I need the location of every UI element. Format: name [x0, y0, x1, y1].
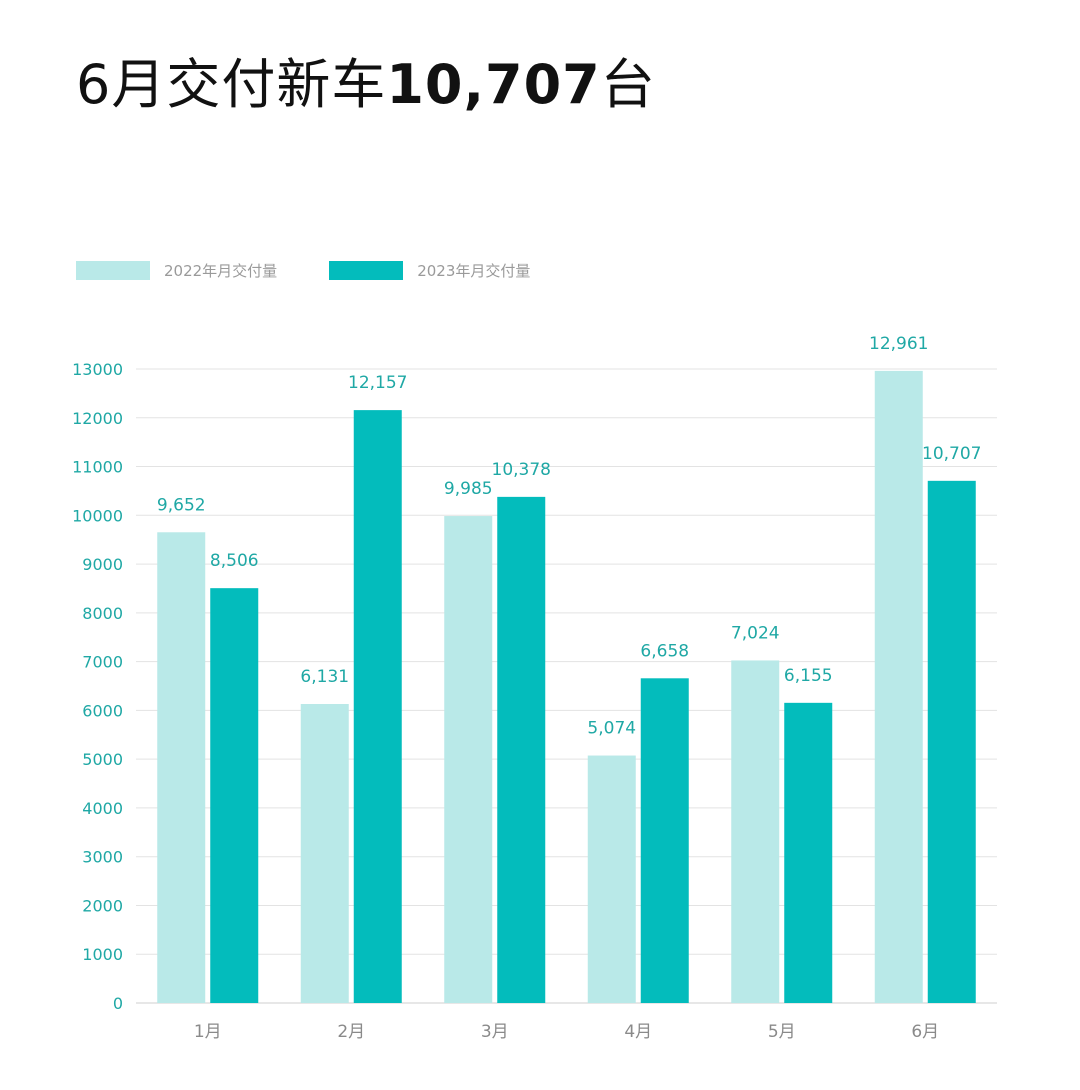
data-label: 7,024 [731, 623, 780, 643]
bar-2023 [353, 410, 402, 1004]
x-tick-label: 6月 [911, 1022, 939, 1042]
data-label: 6,131 [300, 667, 349, 687]
y-tick-label: 13000 [72, 360, 123, 379]
bar-2022 [874, 370, 923, 1004]
x-tick-label: 1月 [194, 1022, 222, 1042]
bar-2023 [497, 496, 546, 1003]
y-tick-label: 12000 [72, 409, 123, 428]
legend-label-2023: 2023年月交付量 [417, 262, 531, 280]
y-tick-label: 2000 [82, 896, 123, 915]
title-suffix: 台 [600, 53, 656, 116]
y-tick-label: 8000 [82, 604, 123, 623]
y-tick-label: 9000 [82, 555, 123, 574]
data-label: 5,074 [587, 719, 636, 739]
legend-item-2023: 2023年月交付量 [329, 260, 530, 281]
data-label: 6,658 [640, 641, 689, 661]
legend-label-2022: 2022年月交付量 [164, 262, 278, 280]
chart-legend: 2022年月交付量 2023年月交付量 [76, 260, 582, 281]
bar-2023 [640, 678, 689, 1003]
y-tick-label: 6000 [82, 701, 123, 720]
page-title: 6月交付新车10,707台 [76, 40, 656, 119]
title-highlight-number: 10,707 [386, 53, 601, 116]
data-label: 12,157 [348, 373, 407, 393]
bar-2023 [210, 588, 259, 1003]
y-tick-label: 3000 [82, 848, 123, 867]
title-prefix: 6月交付新车 [76, 53, 387, 116]
bar-2022 [444, 516, 493, 1003]
legend-item-2022: 2022年月交付量 [76, 260, 277, 281]
bar-2023 [927, 480, 976, 1003]
y-tick-label: 0 [113, 994, 123, 1013]
x-tick-label: 2月 [337, 1022, 365, 1042]
x-tick-label: 3月 [481, 1022, 509, 1042]
data-label: 10,707 [922, 444, 981, 464]
bar-2022 [587, 755, 636, 1003]
bar-2022 [300, 703, 349, 1003]
bar-2023 [784, 702, 833, 1003]
data-label: 8,506 [210, 551, 259, 571]
y-tick-label: 4000 [82, 799, 123, 818]
legend-swatch-2023 [329, 261, 404, 280]
data-label: 12,961 [869, 334, 928, 354]
y-tick-label: 7000 [82, 653, 123, 672]
y-tick-label: 5000 [82, 750, 123, 769]
bar-2022 [731, 660, 780, 1003]
x-tick-label: 5月 [768, 1022, 796, 1042]
x-tick-label: 4月 [624, 1022, 652, 1042]
y-tick-label: 10000 [72, 506, 123, 525]
data-label: 10,378 [492, 460, 551, 480]
data-label: 9,652 [157, 495, 206, 515]
data-label: 6,155 [784, 666, 833, 686]
y-tick-label: 1000 [82, 945, 123, 964]
data-label: 9,985 [444, 479, 493, 499]
y-tick-label: 11000 [72, 458, 123, 477]
bar-2022 [157, 532, 206, 1003]
legend-swatch-2022 [76, 261, 150, 280]
